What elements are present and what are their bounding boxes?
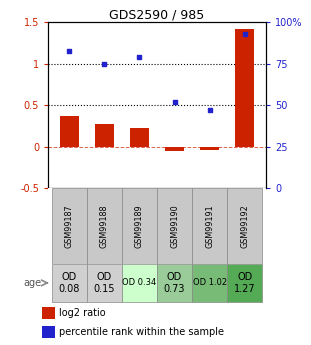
Bar xyxy=(157,264,192,302)
Text: GSM99191: GSM99191 xyxy=(205,204,214,248)
Text: OD
1.27: OD 1.27 xyxy=(234,272,256,294)
Text: GSM99189: GSM99189 xyxy=(135,204,144,248)
Bar xyxy=(52,264,87,302)
Text: GSM99188: GSM99188 xyxy=(100,204,109,248)
Bar xyxy=(192,188,227,264)
Bar xyxy=(227,188,262,264)
Bar xyxy=(60,116,79,147)
Bar xyxy=(42,326,55,337)
Bar xyxy=(87,188,122,264)
Bar xyxy=(200,147,219,150)
Bar xyxy=(165,147,184,151)
Text: OD 1.02: OD 1.02 xyxy=(193,278,227,287)
Text: GSM99187: GSM99187 xyxy=(65,204,74,248)
Title: GDS2590 / 985: GDS2590 / 985 xyxy=(109,8,205,21)
Text: OD
0.08: OD 0.08 xyxy=(58,272,80,294)
Bar xyxy=(52,188,87,264)
Text: OD 0.34: OD 0.34 xyxy=(122,278,157,287)
Bar xyxy=(42,307,55,318)
Text: OD
0.15: OD 0.15 xyxy=(94,272,115,294)
Text: GSM99192: GSM99192 xyxy=(240,204,249,248)
Point xyxy=(102,61,107,67)
Point xyxy=(137,55,142,60)
Text: age: age xyxy=(24,278,42,288)
Bar xyxy=(95,124,114,147)
Point xyxy=(172,99,177,105)
Point xyxy=(67,48,72,53)
Bar xyxy=(87,264,122,302)
Bar xyxy=(130,128,149,147)
Bar xyxy=(157,188,192,264)
Bar xyxy=(235,29,254,147)
Bar xyxy=(122,264,157,302)
Bar xyxy=(192,264,227,302)
Bar xyxy=(227,264,262,302)
Point xyxy=(242,31,247,37)
Text: log2 ratio: log2 ratio xyxy=(59,308,106,318)
Bar xyxy=(122,188,157,264)
Text: OD
0.73: OD 0.73 xyxy=(164,272,185,294)
Point xyxy=(207,107,212,113)
Text: percentile rank within the sample: percentile rank within the sample xyxy=(59,327,225,337)
Text: GSM99190: GSM99190 xyxy=(170,204,179,248)
